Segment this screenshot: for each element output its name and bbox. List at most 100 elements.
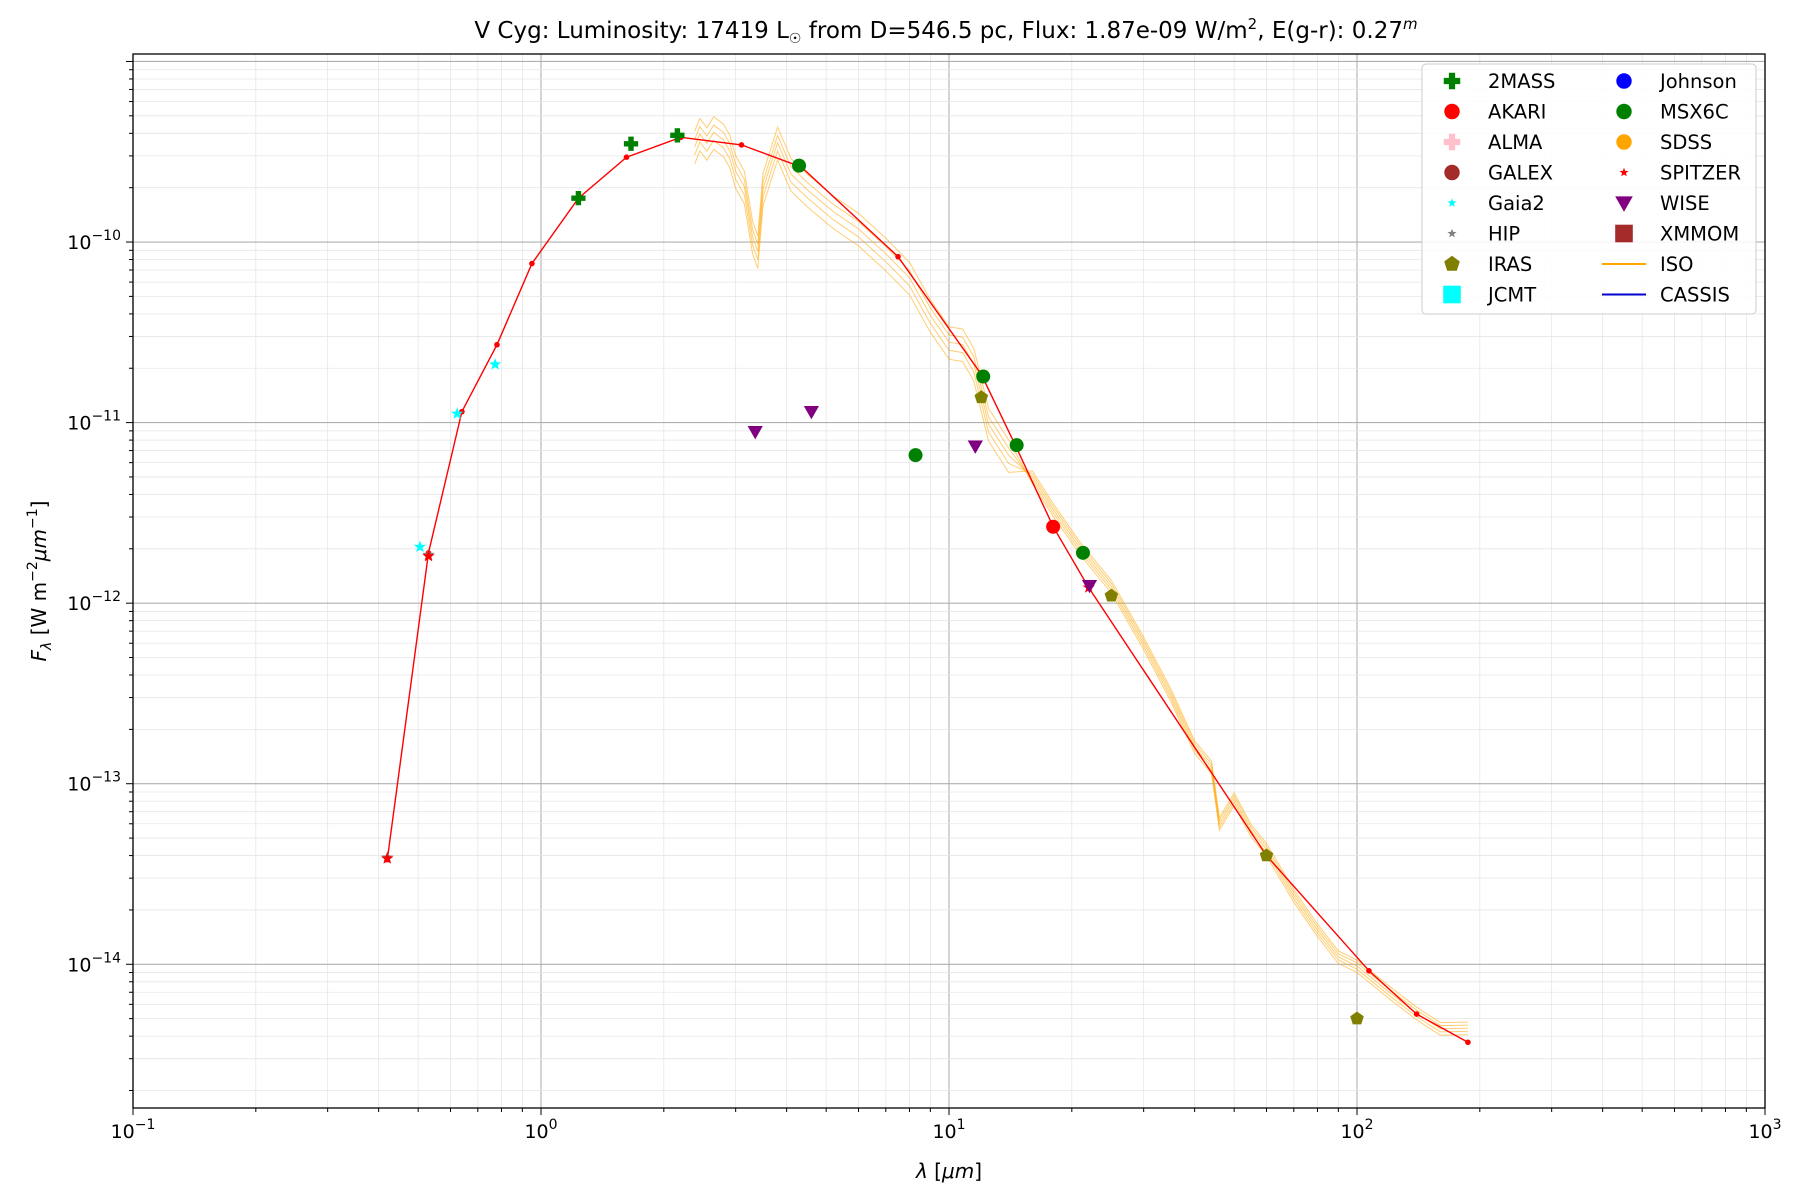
grid	[132, 54, 1766, 1108]
model-fit	[384, 134, 1471, 1046]
legend-item-alma: ALMA	[1443, 131, 1543, 154]
x-tick-label: 10−1	[111, 1117, 156, 1143]
iras-point	[974, 390, 989, 404]
legend-label: ISO	[1660, 253, 1693, 276]
legend-label: Gaia2	[1488, 192, 1545, 215]
chart-title: V Cyg: Luminosity: 17419 L☉ from D=546.5…	[474, 15, 1417, 47]
data-layer	[381, 115, 1471, 1046]
model-fit-point	[494, 341, 500, 348]
legend-label: 2MASS	[1488, 70, 1555, 93]
title-flux-label: Flux:	[1022, 18, 1078, 44]
legend-label: AKARI	[1488, 101, 1546, 124]
legend-label: ALMA	[1488, 131, 1543, 154]
legend-item-sdss: SDSS	[1616, 131, 1712, 154]
y-tick-label: 10−14	[67, 950, 121, 976]
legend-marker-icon	[1619, 167, 1629, 177]
title-extinction-label: E(g-r):	[1272, 18, 1345, 44]
y-tick-label: 10−11	[67, 409, 121, 435]
gaia2-point	[489, 358, 502, 370]
legend-item-msx6c: MSX6C	[1616, 101, 1729, 124]
title-luminosity-value: 17419	[696, 18, 769, 44]
legend-label: MSX6C	[1660, 101, 1729, 124]
x-tick-label: 103	[1748, 1117, 1781, 1143]
legend-marker-icon	[1615, 224, 1633, 243]
legend-marker-icon	[1616, 134, 1632, 150]
legend-item-xmmom: XMMOM	[1615, 223, 1739, 246]
x-tick-label: 100	[524, 1117, 557, 1143]
legend-item-spitzer: SPITZER	[1619, 162, 1741, 185]
legend-marker-icon	[1444, 103, 1460, 120]
legend-label: JCMT	[1486, 284, 1536, 307]
title-flux-value: 1.87e-09	[1085, 18, 1188, 44]
title-extinction-value: 0.27	[1352, 18, 1403, 44]
msx6c-point	[1075, 545, 1090, 560]
title-extinction-unit: m	[1403, 15, 1418, 33]
legend-label: SPITZER	[1660, 162, 1741, 185]
legend-label: Johnson	[1658, 70, 1737, 93]
x-tick-label: 102	[1340, 1117, 1373, 1143]
title-luminosity-unit: L	[776, 18, 789, 44]
wise-point	[803, 405, 820, 420]
legend-item-akari: AKARI	[1444, 101, 1546, 124]
legend-item-iras: IRAS	[1444, 253, 1532, 276]
iso-spectrum-trace	[694, 131, 1468, 1030]
model-fit-point	[529, 260, 535, 267]
x-tick-label: 101	[932, 1117, 965, 1143]
gaia2-point	[413, 540, 426, 553]
model-fit-point	[1465, 1039, 1471, 1046]
akari-point	[1046, 519, 1061, 534]
axis-ticks	[126, 60, 1766, 1115]
legend-item-2mass: 2MASS	[1443, 70, 1555, 93]
title-distance: from D=546.5 pc,	[809, 18, 1015, 44]
legend-marker-icon	[1444, 255, 1460, 271]
iso-spectrum-trace	[694, 139, 1468, 1027]
legend-marker-icon	[1443, 133, 1461, 151]
wise-point	[747, 426, 763, 440]
sun-symbol-icon: ☉	[789, 31, 802, 47]
tick-labels: 10−1 100 101 102 103 10−14 10−13 10−12 10−11 10−1…	[67, 228, 1781, 1143]
legend-label: GALEX	[1488, 162, 1553, 185]
gaia2-point	[451, 407, 464, 419]
legend-label: IRAS	[1488, 253, 1532, 276]
legend-marker-icon	[1616, 103, 1632, 120]
iras-point	[1104, 588, 1119, 602]
2mass-point	[670, 128, 685, 143]
legend-marker-icon	[1443, 72, 1461, 90]
2mass-point	[571, 191, 586, 206]
legend-label: SDSS	[1660, 131, 1712, 154]
legend-label: CASSIS	[1660, 284, 1730, 307]
legend-label: XMMOM	[1660, 223, 1739, 246]
msx6c-point	[976, 369, 991, 384]
model-fit-point	[738, 142, 745, 148]
msx6c-point	[792, 158, 807, 173]
spitzer-point	[381, 852, 394, 864]
legend-item-wise: WISE	[1615, 192, 1710, 215]
title-flux-unit: W/m	[1195, 18, 1248, 44]
y-tick-label: 10−10	[67, 228, 121, 254]
iras-point	[1259, 848, 1274, 862]
y-tick-label: 10−13	[67, 770, 121, 796]
msx6c-point	[1009, 438, 1024, 453]
msx6c-point	[908, 448, 923, 463]
2mass-point	[623, 136, 639, 151]
title-flux-unit-exp: 2	[1248, 15, 1258, 33]
spitzer-point	[422, 549, 435, 562]
photometry-points	[381, 128, 1364, 1025]
y-tick-label: 10−12	[67, 589, 121, 615]
legend-box	[1421, 63, 1757, 315]
model-fit-point	[1366, 968, 1372, 974]
legend-item-gaia2: Gaia2	[1447, 192, 1545, 215]
legend-item-galex: GALEX	[1444, 162, 1553, 185]
model-fit-point	[895, 253, 901, 260]
iras-point	[1350, 1011, 1364, 1025]
y-axis-label: Fλ [W m−2μm−1]	[25, 501, 55, 662]
model-fit-point	[1413, 1011, 1420, 1017]
iso-spectrum-trace	[694, 124, 1468, 1033]
legend: 2MASS AKARI ALMA GALEX Gaia2 HIP IRAS JCMT Johns…	[1421, 63, 1757, 315]
legend-marker-icon	[1615, 196, 1633, 212]
x-axis-label: λ [μm]	[915, 1159, 982, 1183]
legend-item-johnson: Johnson	[1616, 70, 1737, 93]
title-star: V Cyg:	[474, 18, 549, 44]
legend-marker-icon	[1444, 164, 1460, 181]
